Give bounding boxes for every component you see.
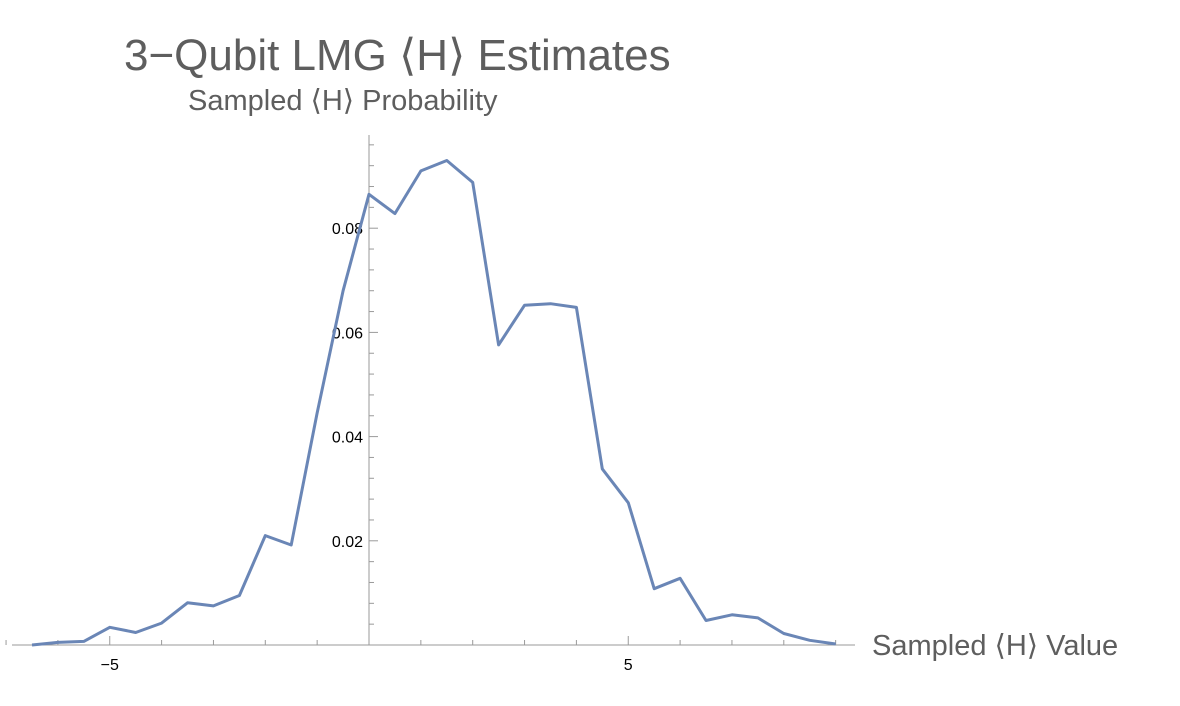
- x-ticks: −5 5: [5, 636, 837, 674]
- x-tick-label: 5: [624, 657, 633, 674]
- y-tick-label: 0.08: [332, 221, 363, 238]
- x-axis-label: Sampled ⟨H⟩ Value: [872, 630, 1118, 662]
- chart-title: 3−Qubit LMG ⟨H⟩ Estimates: [124, 31, 671, 80]
- series-group: [31, 159, 836, 647]
- y-tick-label: 0.04: [332, 430, 363, 447]
- series-line: [31, 159, 836, 647]
- y-axis-label: Sampled ⟨H⟩ Probability: [188, 85, 498, 117]
- x-tick-label: −5: [101, 657, 119, 674]
- y-ticks: 0.02 0.04 0.06 0.08: [332, 144, 378, 625]
- y-tick-label: 0.06: [332, 325, 363, 342]
- y-tick-label: 0.02: [332, 534, 363, 551]
